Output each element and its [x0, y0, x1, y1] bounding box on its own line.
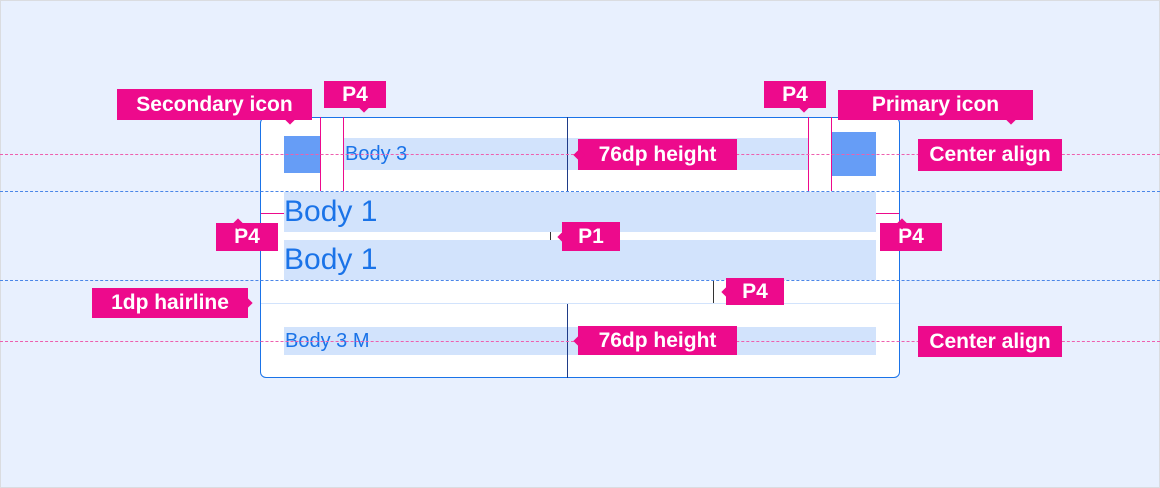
- primary-icon-label: Primary icon: [838, 90, 1033, 120]
- height-label: 76dp height: [578, 139, 737, 170]
- p4-label: P4: [880, 223, 942, 251]
- p1-label: P1: [562, 222, 620, 251]
- p4-label: P4: [764, 81, 826, 108]
- gap-line: [713, 281, 714, 303]
- body1-text-sample: Body 1: [284, 192, 876, 232]
- row-guide: [0, 280, 1160, 281]
- p4-label: P4: [726, 278, 784, 305]
- center-align-label: Center align: [918, 326, 1062, 357]
- p4-label: P4: [324, 81, 386, 108]
- hairline-label: 1dp hairline: [92, 288, 248, 318]
- secondary-icon-label: Secondary icon: [117, 89, 312, 120]
- padding-line: [261, 213, 284, 214]
- row-guide: [0, 191, 1160, 192]
- padding-line: [876, 213, 899, 214]
- gap-line: [550, 232, 551, 240]
- p4-label: P4: [216, 223, 278, 251]
- hairline-divider: [261, 303, 899, 304]
- center-align-label: Center align: [918, 139, 1062, 171]
- height-label: 76dp height: [578, 326, 737, 355]
